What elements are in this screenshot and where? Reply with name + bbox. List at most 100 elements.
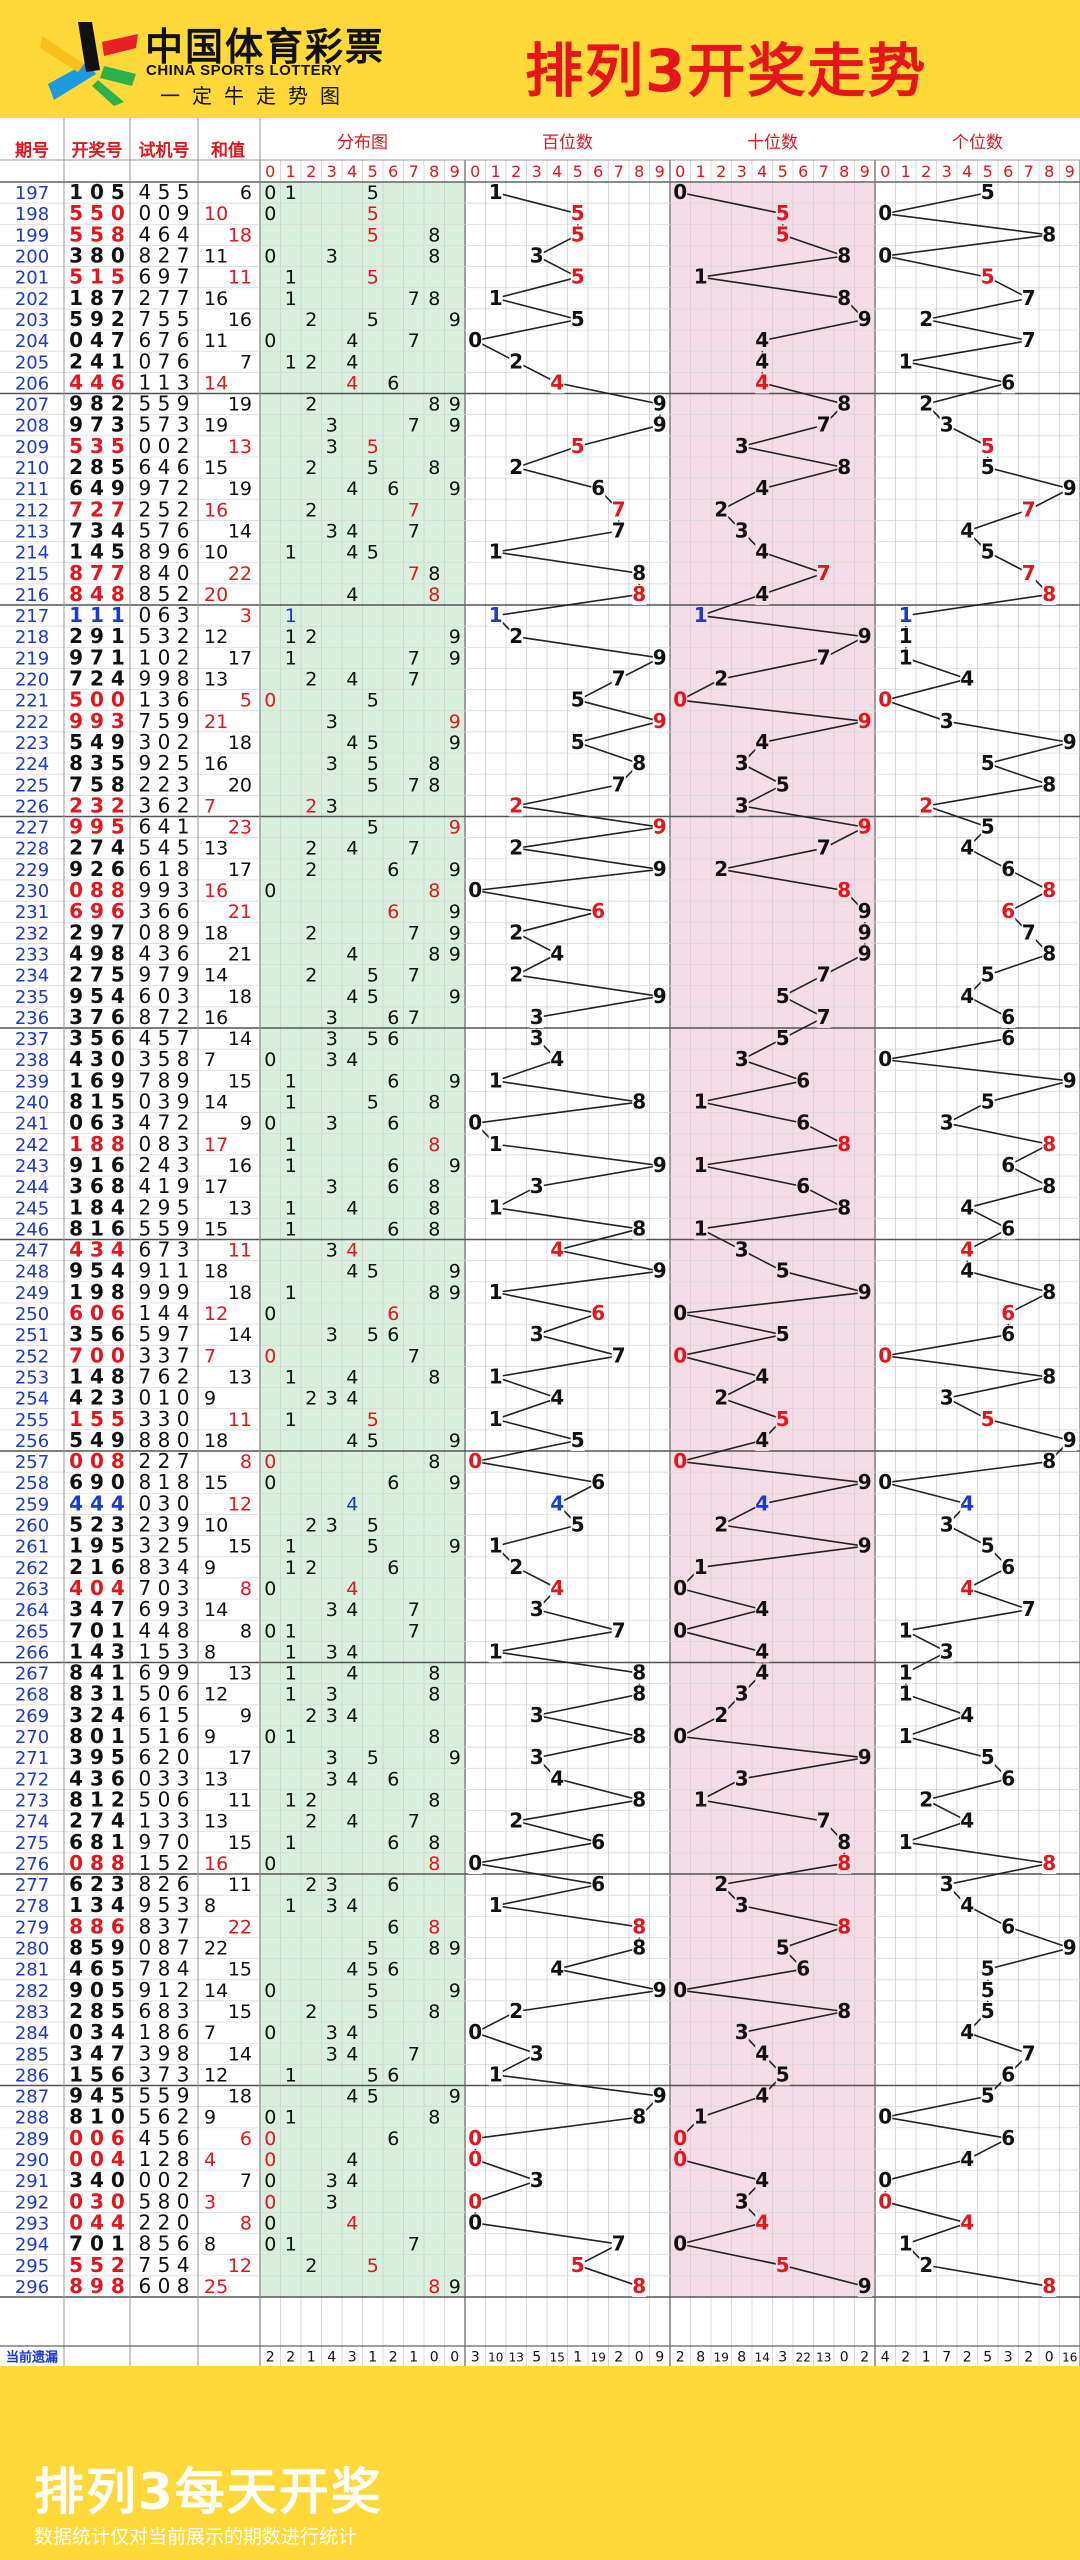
test-number: 7 5 4 — [139, 2253, 190, 2277]
hundreds-digit: 0 — [468, 1851, 482, 1875]
dist-digit: 4 — [346, 1430, 358, 1452]
digit-backdrop — [673, 1980, 688, 2001]
digit-backdrop — [652, 415, 667, 436]
digit-backdrop — [591, 1304, 606, 1325]
issue-number: 234 — [15, 966, 49, 987]
dist-digit: 6 — [387, 1832, 399, 1854]
hundreds-digit: 8 — [632, 1914, 646, 1938]
hundreds-digit: 7 — [612, 772, 626, 796]
digit-backdrop — [816, 648, 831, 669]
tens-digit: 4 — [755, 1639, 769, 1663]
dist-digit: 4 — [346, 1811, 358, 1833]
test-number: 5 0 6 — [139, 1787, 190, 1811]
digit-backdrop — [550, 1388, 565, 1409]
digit-backdrop — [1042, 881, 1057, 902]
dist-digit: 8 — [428, 1451, 440, 1473]
dist-digit: 7 — [408, 838, 420, 860]
dist-digit: 0 — [264, 246, 276, 268]
digit-backdrop — [816, 563, 831, 584]
issue-number: 268 — [15, 1685, 49, 1706]
digit-backdrop — [775, 986, 790, 1007]
units-digit: 4 — [960, 1238, 974, 1262]
tens-digit: 8 — [837, 1195, 851, 1219]
digit-backdrop — [919, 309, 934, 330]
dist-digit: 3 — [326, 1515, 338, 1537]
hundreds-digit: 5 — [571, 434, 585, 458]
dist-digit: 2 — [305, 351, 317, 373]
draw-number: 9 9 5 — [69, 815, 125, 839]
issue-number: 235 — [15, 987, 49, 1008]
hundreds-digit: 2 — [509, 963, 523, 987]
test-number: 8 1 8 — [139, 1470, 190, 1494]
sum-value: 19 — [228, 394, 252, 416]
sum-value: 12 — [204, 626, 228, 648]
test-number: 3 2 5 — [139, 1534, 190, 1558]
sum-value: 20 — [228, 774, 252, 796]
digit-backdrop — [898, 352, 913, 373]
issue-number: 281 — [15, 1960, 49, 1981]
dist-digit: 7 — [408, 330, 420, 352]
draw-number: 7 5 8 — [69, 772, 125, 796]
sum-value: 14 — [204, 965, 228, 987]
test-number: 6 0 3 — [139, 984, 190, 1008]
dist-digit: 1 — [285, 1832, 297, 1854]
dist-digit: 4 — [346, 2086, 358, 2108]
test-number: 6 0 8 — [139, 2274, 190, 2298]
stats-value: 0 — [1045, 2350, 1054, 2366]
issue-number: 263 — [15, 1579, 49, 1600]
dist-digit: 0 — [264, 2149, 276, 2171]
tens-digit: 3 — [735, 1893, 749, 1917]
digit-backdrop — [652, 859, 667, 880]
dist-digit: 3 — [326, 1049, 338, 1071]
tens-digit: 8 — [837, 1851, 851, 1875]
tens-digit: 5 — [776, 201, 790, 225]
tens-digit: 9 — [858, 899, 872, 923]
digit-backdrop — [611, 521, 626, 542]
digit-backdrop — [1042, 1853, 1057, 1874]
sum-value: 14 — [204, 1980, 228, 2002]
digit-backdrop — [775, 1409, 790, 1430]
dist-digit: 3 — [326, 1240, 338, 1262]
hundreds-digit: 8 — [632, 1936, 646, 1960]
units-digit: 5 — [981, 2084, 995, 2108]
draw-number: 8 4 8 — [69, 582, 125, 606]
tens-digit: 1 — [694, 265, 708, 289]
tens-digit: 3 — [735, 1047, 749, 1071]
digit-backdrop — [755, 2171, 770, 2192]
sum-value: 8 — [240, 1578, 252, 1600]
dist-digit: 8 — [428, 584, 440, 606]
draw-number: 2 8 5 — [69, 1999, 125, 2023]
tens-digit: 7 — [817, 836, 831, 860]
digit-backdrop — [775, 1261, 790, 1282]
units-digit: 5 — [981, 1999, 995, 2023]
dist-digit: 8 — [428, 563, 440, 585]
digit-backdrop — [857, 309, 872, 330]
tens-digit: 5 — [776, 984, 790, 1008]
draw-number: 9 9 3 — [69, 709, 125, 733]
hundreds-trend-line — [472, 191, 663, 2288]
draw-number: 3 5 6 — [69, 1322, 125, 1346]
hundreds-digit: 3 — [530, 1026, 544, 1050]
units-digit: 1 — [899, 1661, 913, 1685]
digit-backdrop — [1001, 1304, 1016, 1325]
digit-backdrop — [960, 986, 975, 1007]
dist-digit: 0 — [264, 1049, 276, 1071]
draw-number: 6 2 3 — [69, 1872, 125, 1896]
stats-value: 2 — [286, 2350, 295, 2366]
stats-value: 2 — [963, 2350, 972, 2366]
test-number: 4 5 7 — [139, 1026, 190, 1050]
tens-digit: 5 — [776, 1259, 790, 1283]
dist-digit: 4 — [346, 1388, 358, 1410]
test-number: 7 8 4 — [139, 1957, 190, 1981]
draw-number: 1 1 1 — [69, 603, 125, 627]
digit-backdrop — [570, 225, 585, 246]
digit-backdrop — [570, 732, 585, 753]
units-digit: 9 — [1063, 1428, 1077, 1452]
sum-value: 12 — [228, 1493, 252, 1515]
hundreds-digit: 1 — [489, 1893, 503, 1917]
footer-title: 排列3每天开奖 — [34, 2463, 383, 2521]
units-digit: 7 — [1022, 328, 1036, 352]
units-digit: 6 — [1001, 1766, 1015, 1790]
sum-value: 23 — [228, 817, 252, 839]
digit-backdrop — [468, 1452, 483, 1473]
